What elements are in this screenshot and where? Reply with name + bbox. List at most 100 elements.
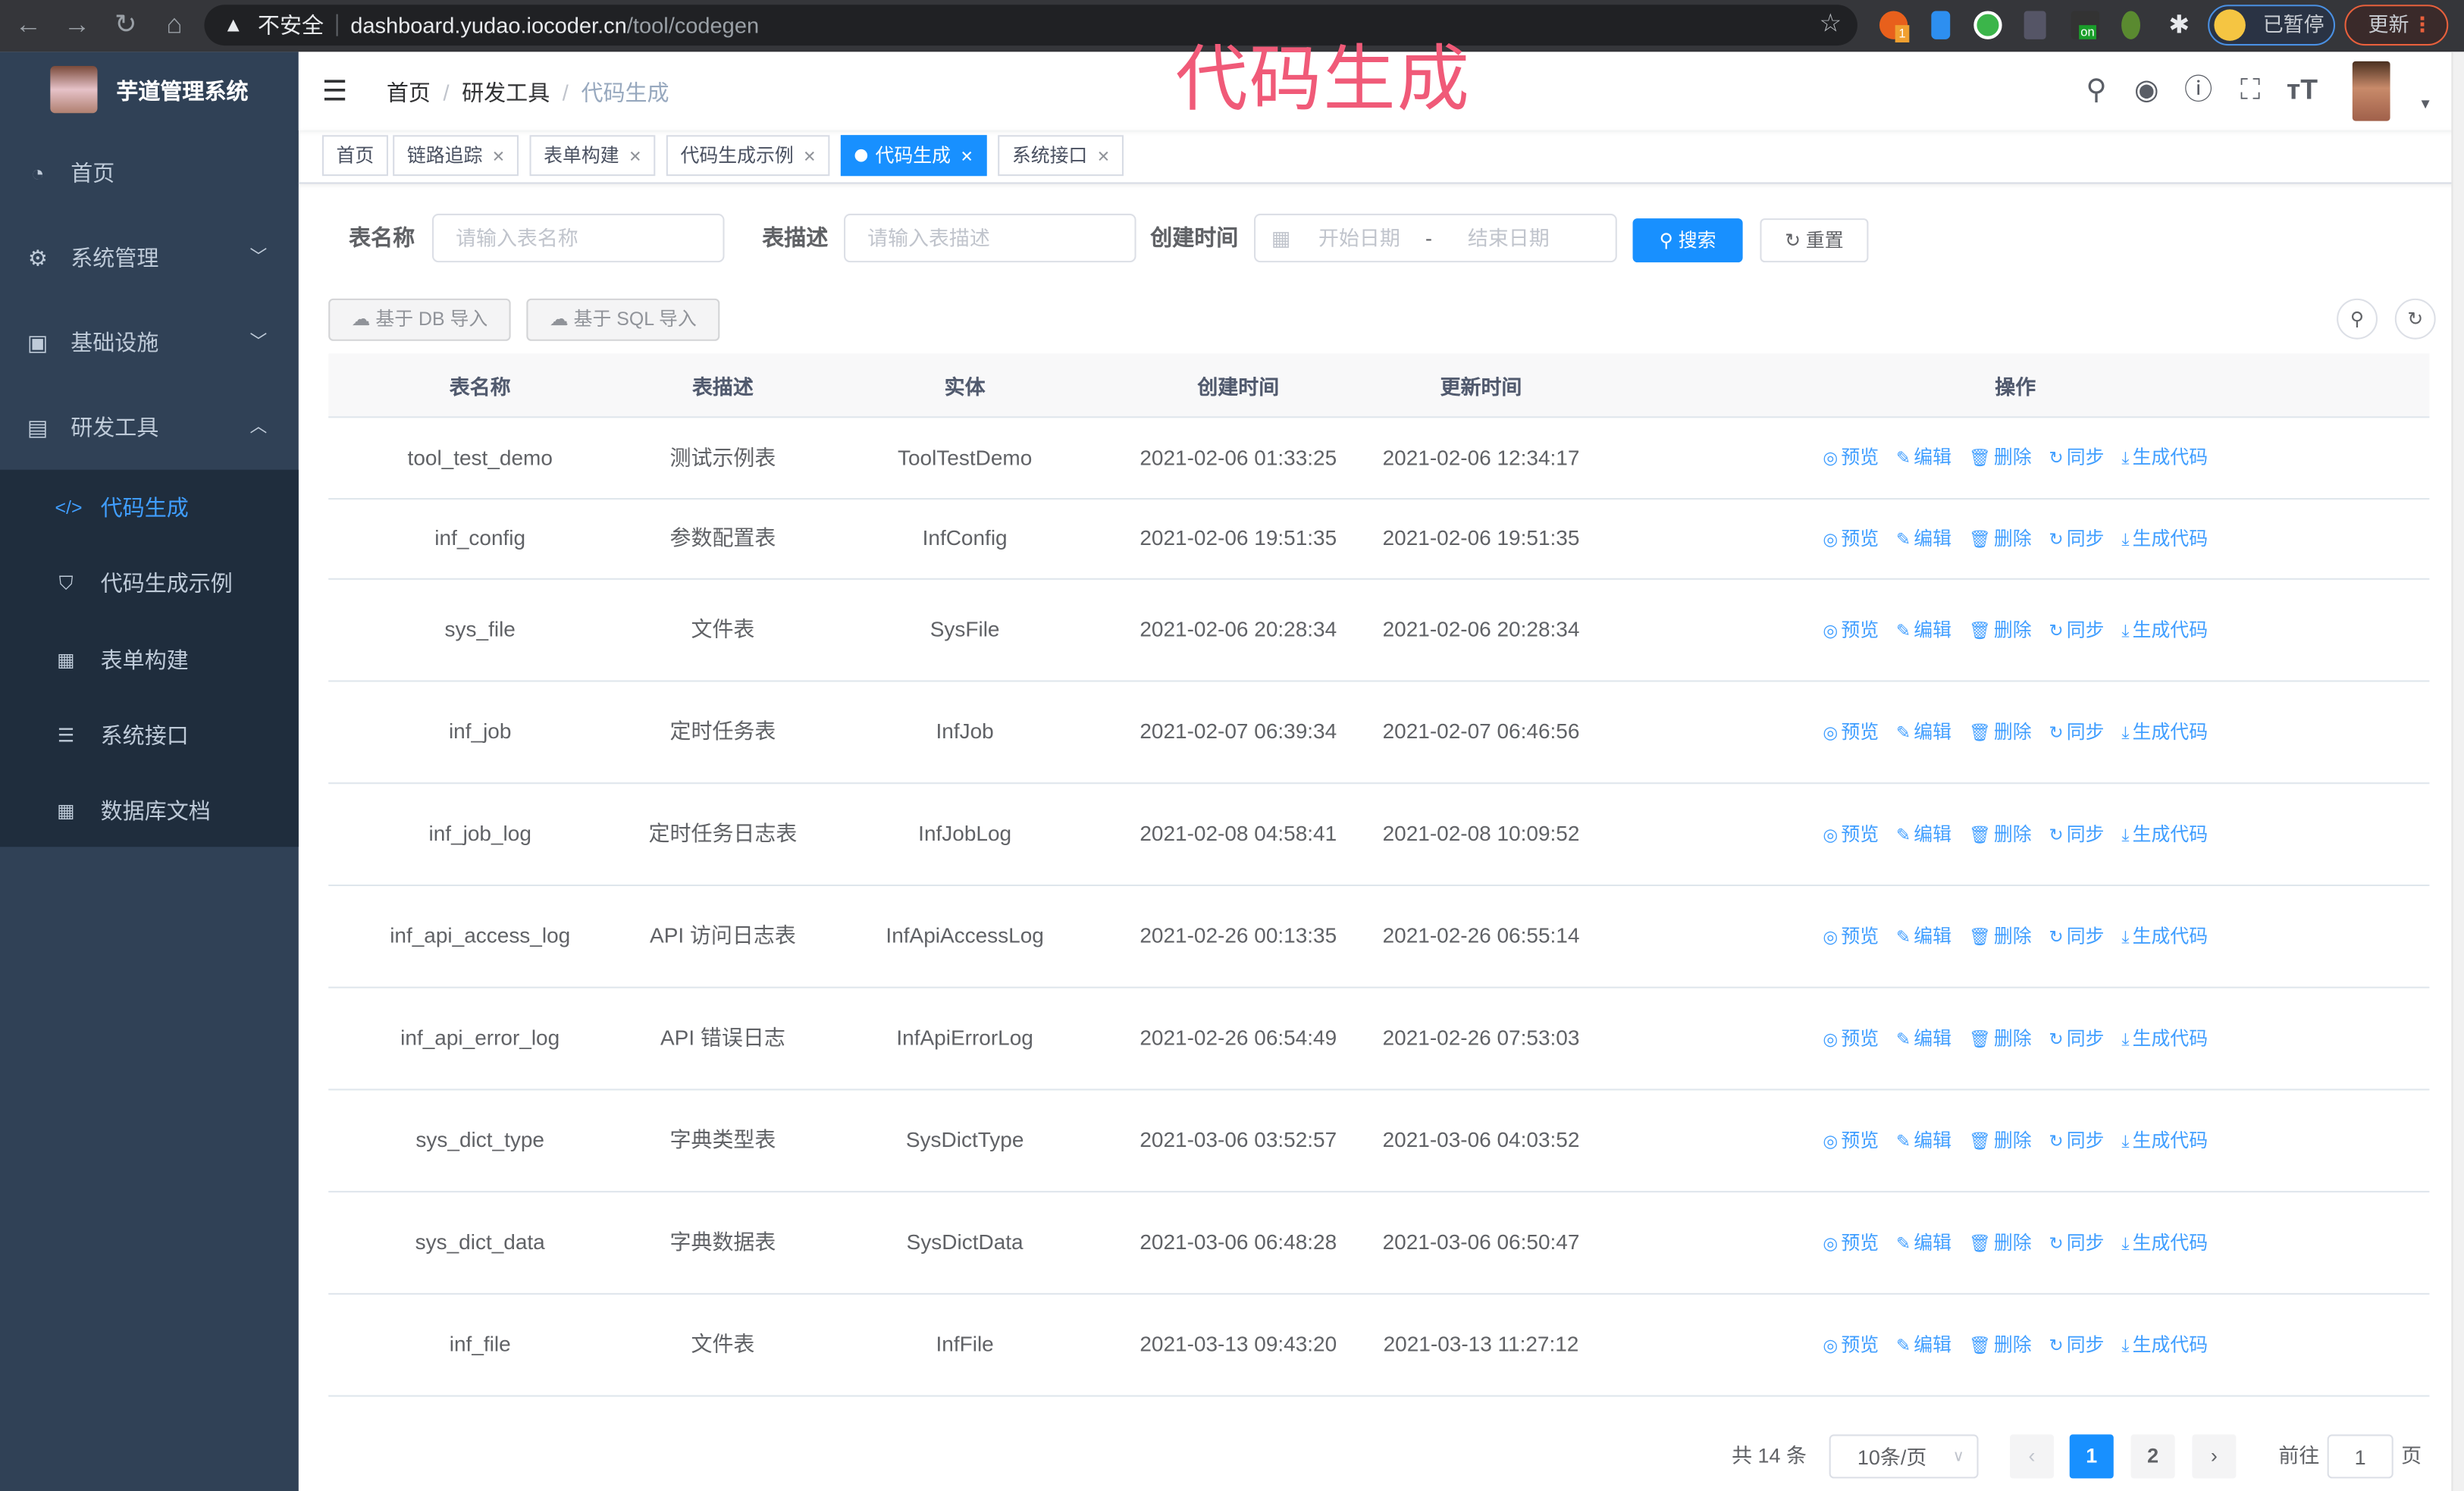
edit-link[interactable]: ✎ 编辑 (1896, 1225, 1951, 1261)
preview-link[interactable]: ◎ 预览 (1823, 714, 1879, 750)
edit-link[interactable]: ✎ 编辑 (1896, 918, 1951, 954)
sync-link[interactable]: ↻ 同步 (2049, 1123, 2105, 1159)
close-icon[interactable]: ✕ (803, 149, 817, 167)
github-icon[interactable]: ◉ (2134, 74, 2159, 105)
sidebar-item-db-doc[interactable]: ▦ 数据库文档 (0, 773, 299, 848)
preview-link[interactable]: ◎ 预览 (1823, 1020, 1879, 1057)
font-size-icon[interactable]: тT (2286, 74, 2318, 105)
sync-link[interactable]: ↻ 同步 (2049, 521, 2105, 557)
scrollbar[interactable] (2451, 52, 2464, 1491)
sidebar-item-swagger[interactable]: ☰ 系统接口 (0, 697, 299, 772)
preview-link[interactable]: ◎ 预览 (1823, 918, 1879, 954)
sync-link[interactable]: ↻ 同步 (2049, 612, 2105, 648)
close-icon[interactable]: ✕ (960, 149, 973, 167)
delete-link[interactable]: 🗑 删除 (1969, 440, 2032, 476)
profile-button[interactable]: 已暂停 (2208, 5, 2336, 46)
puzzle-icon[interactable]: ✱ (2168, 12, 2190, 39)
edit-link[interactable]: ✎ 编辑 (1896, 1123, 1951, 1159)
extension-icon[interactable]: 1 (1879, 11, 1910, 42)
reload-icon[interactable]: ↻ (114, 9, 137, 39)
edit-link[interactable]: ✎ 编辑 (1896, 612, 1951, 648)
tag-form-build[interactable]: 表单构建 ✕ (529, 135, 657, 177)
sidebar-item-codegen[interactable]: </> 代码生成 (0, 470, 299, 545)
tag-home[interactable]: 首页 (321, 135, 388, 177)
toggle-search-button[interactable]: ⚲ (2337, 298, 2378, 340)
home-icon[interactable]: ⌂ (166, 9, 183, 39)
generate-code-link[interactable]: ⤓ 生成代码 (2121, 918, 2208, 954)
edit-link[interactable]: ✎ 编辑 (1896, 816, 1951, 853)
sidebar-item-infra[interactable]: ▣ 基础设施 ﹀ (0, 300, 299, 385)
delete-link[interactable]: 🗑 删除 (1969, 1327, 2032, 1363)
delete-link[interactable]: 🗑 删除 (1969, 521, 2032, 557)
preview-link[interactable]: ◎ 预览 (1823, 816, 1879, 853)
generate-code-link[interactable]: ⤓ 生成代码 (2121, 714, 2208, 750)
tag-codegen-demo[interactable]: 代码生成示例 ✕ (666, 135, 831, 177)
diamond-extension-icon[interactable] (1931, 11, 1951, 39)
prev-page-button[interactable]: ‹ (2009, 1434, 2055, 1479)
edit-link[interactable]: ✎ 编辑 (1896, 521, 1951, 557)
page-1-button[interactable]: 1 (2069, 1434, 2114, 1479)
sidebar-item-home[interactable]: ◔ 首页 (0, 130, 299, 215)
preview-link[interactable]: ◎ 预览 (1823, 440, 1879, 476)
help-icon[interactable]: ⓘ (2184, 74, 2213, 105)
preview-link[interactable]: ◎ 预览 (1823, 1327, 1879, 1363)
generate-code-link[interactable]: ⤓ 生成代码 (2121, 816, 2208, 853)
tag-swagger[interactable]: 系统接口 ✕ (998, 135, 1124, 177)
generate-code-link[interactable]: ⤓ 生成代码 (2121, 1020, 2208, 1057)
sidebar-item-devtools[interactable]: ▤ 研发工具 ︿ (0, 385, 299, 470)
sync-link[interactable]: ↻ 同步 (2049, 440, 2105, 476)
table-name-input[interactable]: 请输入表名称 (431, 213, 725, 263)
goto-page-input[interactable]: 1 (2327, 1434, 2393, 1479)
hamburger-icon[interactable]: ☰ (321, 75, 348, 107)
search-icon[interactable]: ⚲ (2086, 74, 2107, 105)
sync-link[interactable]: ↻ 同步 (2049, 1327, 2105, 1363)
forward-icon[interactable]: → (63, 9, 91, 39)
end-date-input[interactable]: 结束日期 (1467, 226, 1550, 250)
reset-button[interactable]: ↻ 重置 (1760, 218, 1869, 263)
breadcrumb-item[interactable]: 研发工具 (462, 80, 550, 105)
v-extension-icon[interactable] (1973, 11, 2002, 39)
date-range-picker[interactable]: ▦ 开始日期 - 结束日期 (1254, 213, 1617, 263)
sidebar-item-codegen-demo[interactable]: ⛉ 代码生成示例 (0, 545, 299, 620)
import-db-button[interactable]: ☁ 基于 DB 导入 (328, 298, 511, 341)
address-bar[interactable]: ▲ 不安全 dashboard.yudao.iocoder.cn/tool/co… (204, 5, 1857, 46)
back-icon[interactable]: ← (14, 9, 42, 39)
preview-link[interactable]: ◎ 预览 (1823, 1123, 1879, 1159)
generate-code-link[interactable]: ⤓ 生成代码 (2121, 1123, 2208, 1159)
breadcrumb-item[interactable]: 首页 (386, 80, 431, 105)
sync-link[interactable]: ↻ 同步 (2049, 918, 2105, 954)
grid-extension-icon[interactable] (2024, 11, 2046, 39)
import-sql-button[interactable]: ☁ 基于 SQL 导入 (526, 298, 720, 341)
page-size-select[interactable]: 10条/页 ∨ (1829, 1434, 1979, 1479)
update-button[interactable]: 更新 ⋮ (2344, 5, 2449, 46)
refresh-button[interactable]: ↻ (2394, 298, 2436, 340)
delete-link[interactable]: 🗑 删除 (1969, 918, 2032, 954)
table-comment-input[interactable]: 请输入表描述 (844, 213, 1136, 263)
edit-link[interactable]: ✎ 编辑 (1896, 1020, 1951, 1057)
edit-link[interactable]: ✎ 编辑 (1896, 440, 1951, 476)
close-icon[interactable]: ✕ (1096, 149, 1111, 167)
delete-link[interactable]: 🗑 删除 (1969, 1225, 2032, 1261)
generate-code-link[interactable]: ⤓ 生成代码 (2121, 1327, 2208, 1363)
generate-code-link[interactable]: ⤓ 生成代码 (2121, 521, 2208, 557)
sync-link[interactable]: ↻ 同步 (2049, 1020, 2105, 1057)
close-icon[interactable]: ✕ (629, 149, 642, 167)
sidebar-item-form-build[interactable]: ▦ 表单构建 (0, 622, 299, 697)
user-avatar[interactable] (2352, 61, 2390, 121)
edit-link[interactable]: ✎ 编辑 (1896, 1327, 1951, 1363)
sync-link[interactable]: ↻ 同步 (2049, 1225, 2105, 1261)
page-2-button[interactable]: 2 (2130, 1434, 2175, 1479)
bookmark-star-icon[interactable]: ☆ (1819, 11, 1842, 38)
search-button[interactable]: ⚲ 搜索 (1632, 218, 1743, 263)
next-page-button[interactable]: › (2192, 1434, 2237, 1479)
generate-code-link[interactable]: ⤓ 生成代码 (2121, 440, 2208, 476)
preview-link[interactable]: ◎ 预览 (1823, 612, 1879, 648)
fullscreen-icon[interactable]: ⛶ (2240, 74, 2261, 105)
delete-link[interactable]: 🗑 删除 (1969, 816, 2032, 853)
close-icon[interactable]: ✕ (491, 149, 506, 167)
sync-link[interactable]: ↻ 同步 (2049, 816, 2105, 853)
preview-link[interactable]: ◎ 预览 (1823, 521, 1879, 557)
tag-codegen[interactable]: 代码生成 ✕ (840, 135, 988, 177)
generate-code-link[interactable]: ⤓ 生成代码 (2121, 1225, 2208, 1261)
delete-link[interactable]: 🗑 删除 (1969, 1020, 2032, 1057)
